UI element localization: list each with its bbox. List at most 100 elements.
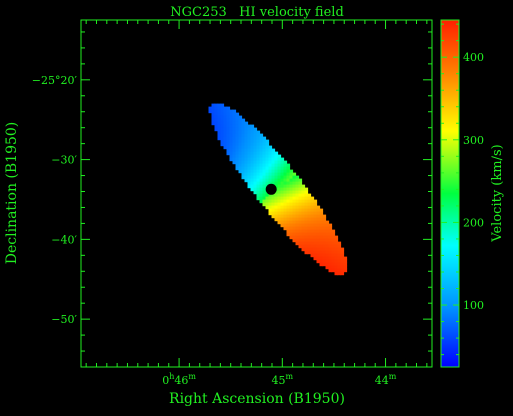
velocity-cell bbox=[238, 136, 243, 141]
velocity-cell bbox=[253, 175, 258, 180]
velocity-cell bbox=[310, 202, 315, 207]
velocity-cell bbox=[313, 250, 318, 255]
velocity-cell bbox=[343, 259, 348, 264]
velocity-cell bbox=[214, 109, 219, 114]
velocity-cell bbox=[250, 175, 255, 180]
velocity-cell bbox=[250, 172, 255, 177]
velocity-cell bbox=[226, 124, 231, 129]
velocity-cell bbox=[313, 226, 318, 231]
velocity-cell bbox=[322, 214, 327, 219]
velocity-cell bbox=[271, 193, 276, 198]
velocity-cell bbox=[244, 148, 249, 153]
velocity-cell bbox=[241, 145, 246, 150]
velocity-cell bbox=[253, 136, 258, 141]
velocity-cell bbox=[292, 196, 297, 201]
velocity-cell bbox=[286, 172, 291, 177]
velocity-cell bbox=[316, 244, 321, 249]
velocity-cell bbox=[304, 241, 309, 246]
velocity-cell bbox=[235, 124, 240, 129]
velocity-cell bbox=[265, 157, 270, 162]
velocity-cell bbox=[310, 250, 315, 255]
velocity-cell bbox=[289, 181, 294, 186]
velocity-cell bbox=[337, 268, 342, 273]
velocity-cell bbox=[280, 163, 285, 168]
velocity-cell bbox=[292, 202, 297, 207]
y-tick-label: −40′ bbox=[51, 233, 77, 246]
velocity-cell bbox=[304, 244, 309, 249]
velocity-cell bbox=[244, 178, 249, 183]
velocity-cell bbox=[274, 202, 279, 207]
velocity-cell bbox=[304, 247, 309, 252]
velocity-cell bbox=[277, 190, 282, 195]
velocity-cell bbox=[325, 262, 330, 267]
velocity-cell bbox=[337, 253, 342, 258]
velocity-cell bbox=[319, 226, 324, 231]
velocity-cell bbox=[268, 163, 273, 168]
velocity-cell bbox=[268, 160, 273, 165]
velocity-cell bbox=[268, 151, 273, 156]
velocity-cell bbox=[295, 232, 300, 237]
velocity-cell bbox=[328, 235, 333, 240]
velocity-cell bbox=[250, 187, 255, 192]
velocity-cell bbox=[310, 241, 315, 246]
velocity-cell bbox=[271, 169, 276, 174]
velocity-cell bbox=[220, 115, 225, 120]
velocity-cell bbox=[331, 250, 336, 255]
velocity-cell bbox=[226, 112, 231, 117]
velocity-cell bbox=[295, 196, 300, 201]
velocity-cell bbox=[259, 187, 264, 192]
velocity-cell bbox=[250, 154, 255, 159]
velocity-cell bbox=[259, 199, 264, 204]
velocity-cell bbox=[313, 205, 318, 210]
velocity-cell bbox=[331, 256, 336, 261]
velocity-cell bbox=[229, 127, 234, 132]
velocity-cell bbox=[289, 208, 294, 213]
velocity-cell bbox=[331, 247, 336, 252]
velocity-cell bbox=[295, 214, 300, 219]
velocity-cell bbox=[229, 151, 234, 156]
velocity-cell bbox=[247, 142, 252, 147]
velocity-cell bbox=[313, 256, 318, 261]
velocity-cell bbox=[277, 178, 282, 183]
velocity-cell bbox=[241, 154, 246, 159]
velocity-cell bbox=[280, 184, 285, 189]
velocity-cell bbox=[301, 214, 306, 219]
velocity-cell bbox=[328, 268, 333, 273]
velocity-cell bbox=[244, 154, 249, 159]
velocity-cell bbox=[325, 220, 330, 225]
velocity-cell bbox=[226, 118, 231, 123]
velocity-cell bbox=[268, 154, 273, 159]
velocity-cell bbox=[277, 166, 282, 171]
velocity-cell bbox=[286, 175, 291, 180]
velocity-cell bbox=[223, 139, 228, 144]
velocity-cell bbox=[298, 193, 303, 198]
velocity-cell bbox=[277, 211, 282, 216]
velocity-cell bbox=[253, 187, 258, 192]
velocity-cell bbox=[304, 190, 309, 195]
velocity-cell bbox=[238, 127, 243, 132]
velocity-cell bbox=[235, 157, 240, 162]
colorbar-tick-label: 400 bbox=[463, 51, 484, 64]
velocity-cell bbox=[289, 235, 294, 240]
velocity-cell bbox=[301, 223, 306, 228]
velocity-cell bbox=[232, 127, 237, 132]
velocity-cell bbox=[250, 139, 255, 144]
velocity-cell bbox=[304, 193, 309, 198]
velocity-cell bbox=[271, 172, 276, 177]
velocity-cell bbox=[256, 151, 261, 156]
velocity-cell bbox=[217, 118, 222, 123]
velocity-cell bbox=[304, 226, 309, 231]
velocity-cell bbox=[292, 175, 297, 180]
colorbar-label: Velocity (km/s) bbox=[490, 144, 505, 242]
velocity-cell bbox=[277, 205, 282, 210]
velocity-cell bbox=[274, 190, 279, 195]
velocity-cell bbox=[235, 145, 240, 150]
velocity-cell bbox=[334, 241, 339, 246]
velocity-cell bbox=[226, 109, 231, 114]
velocity-cell bbox=[262, 196, 267, 201]
velocity-cell bbox=[340, 268, 345, 273]
velocity-cell bbox=[319, 259, 324, 264]
velocity-cell bbox=[247, 157, 252, 162]
velocity-cell bbox=[292, 187, 297, 192]
velocity-cell bbox=[289, 214, 294, 219]
